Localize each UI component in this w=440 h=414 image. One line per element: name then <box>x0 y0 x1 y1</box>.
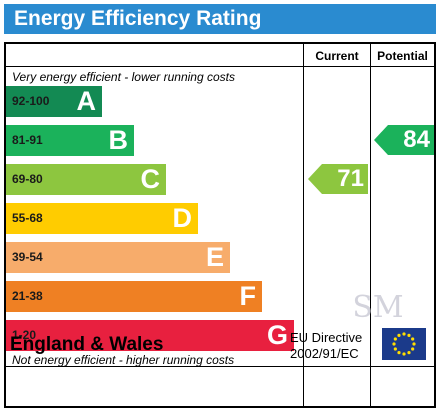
eu-star <box>393 347 397 351</box>
band-range-label: 92-100 <box>12 94 50 108</box>
band-e: 39-54 E <box>6 242 230 273</box>
current-column-header: Current <box>315 49 359 63</box>
eu-star <box>392 342 396 346</box>
band-range-label: 69-80 <box>12 172 43 186</box>
current-rating-arrow: 71 <box>308 164 368 194</box>
inefficient-note: Not energy efficient - higher running co… <box>12 353 235 367</box>
rating-chart-frame: Current Potential Very energy efficient … <box>4 42 436 408</box>
band-letter: C <box>140 164 161 194</box>
current-rating-value: 71 <box>337 165 364 192</box>
band-d: 55-68 D <box>6 203 198 234</box>
band-range-label: 39-54 <box>12 250 43 264</box>
band-letter: G <box>266 320 288 350</box>
current-column-divider <box>303 44 304 406</box>
eu-star <box>397 333 401 337</box>
sm-monogram-watermark-icon: SM <box>352 290 404 325</box>
region-label: England & Wales <box>10 334 164 355</box>
eu-star <box>407 333 411 337</box>
band-letter: A <box>76 86 97 116</box>
footer-divider <box>6 366 434 367</box>
eu-star <box>411 337 415 341</box>
current-arrow-shape <box>308 164 368 194</box>
band-range-label: 1-20 <box>12 328 37 342</box>
directive-line-1: EU Directive <box>290 330 363 345</box>
eu-star <box>402 352 406 356</box>
header-divider <box>6 66 434 67</box>
band-letter: E <box>205 242 224 272</box>
band-b: 81-91 B <box>6 125 134 156</box>
eu-star <box>407 351 411 355</box>
eu-star <box>412 342 416 346</box>
rating-title: Energy Efficiency Rating <box>4 4 436 34</box>
potential-column-header: Potential <box>377 49 428 63</box>
eu-star <box>393 337 397 341</box>
potential-arrow-shape <box>374 125 434 155</box>
potential-column-divider <box>370 44 371 406</box>
band-letter: F <box>239 281 257 311</box>
eu-directive: EU Directive 2002/91/EC <box>290 330 362 362</box>
band-g: 1-20 G <box>6 320 294 351</box>
band-letter: D <box>172 203 193 233</box>
eu-flag-icon <box>382 328 426 360</box>
eu-star <box>397 351 401 355</box>
band-range-label: 55-68 <box>12 211 43 225</box>
band-range-label: 21-38 <box>12 289 43 303</box>
band-c: 69-80 C <box>6 164 166 195</box>
band-range-label: 81-91 <box>12 133 43 147</box>
efficient-note: Very energy efficient - lower running co… <box>12 70 235 84</box>
eu-star <box>402 332 406 336</box>
directive-line-2: 2002/91/EC <box>290 346 359 361</box>
band-f: 21-38 F <box>6 281 262 312</box>
band-letter: B <box>108 125 129 155</box>
potential-rating-arrow: 84 <box>374 125 434 155</box>
eu-star <box>411 347 415 351</box>
band-a: 92-100 A <box>6 86 102 117</box>
potential-rating-value: 84 <box>403 126 430 153</box>
